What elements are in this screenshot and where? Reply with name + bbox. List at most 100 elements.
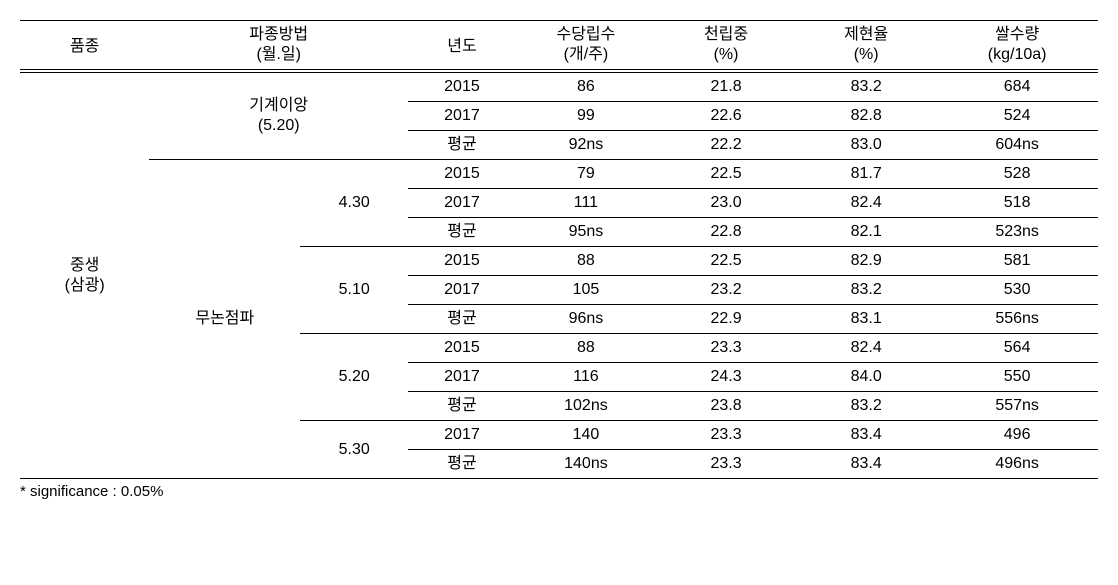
cell-value: 116 [516,363,656,392]
cell-value: 92ns [516,131,656,160]
method1-cell: 기계이앙 (5.20) [149,73,408,160]
cell-year: 2015 [408,73,516,102]
cell-value: 82.4 [796,334,936,363]
cell-value: 82.8 [796,102,936,131]
cell-year: 평균 [408,218,516,247]
cell-value: 22.5 [656,160,796,189]
cell-value: 22.8 [656,218,796,247]
method2-label: 무논점파 [195,310,254,327]
cell-value: 83.2 [796,392,936,421]
table-body: 중생 (삼광) 기계이앙 (5.20) 2015 86 21.8 83.2 68… [20,73,1098,479]
header-grains-line2: (개/주) [516,45,656,70]
cell-value: 84.0 [796,363,936,392]
cell-value: 83.1 [796,305,936,334]
cell-year: 2017 [408,276,516,305]
date-cell: 5.20 [300,334,408,421]
header-year: 년도 [408,21,516,70]
data-table: 품종 파종방법 년도 수당립수 천립중 제현율 쌀수량 (월.일) (개/주) … [20,20,1098,479]
header-tgw-line1: 천립중 [656,21,796,46]
variety-cell: 중생 (삼광) [20,73,149,479]
cell-value: 81.7 [796,160,936,189]
cell-value: 86 [516,73,656,102]
method2-cell: 무논점파 [149,160,300,479]
table-header: 품종 파종방법 년도 수당립수 천립중 제현율 쌀수량 (월.일) (개/주) … [20,21,1098,73]
cell-value: 102ns [516,392,656,421]
cell-value: 24.3 [656,363,796,392]
cell-year: 2015 [408,160,516,189]
cell-value: 581 [936,247,1098,276]
header-tgw-line2: (%) [656,45,796,70]
cell-value: 557ns [936,392,1098,421]
cell-value: 79 [516,160,656,189]
cell-year: 평균 [408,131,516,160]
cell-value: 530 [936,276,1098,305]
cell-value: 23.3 [656,450,796,479]
cell-value: 82.1 [796,218,936,247]
cell-year: 평균 [408,392,516,421]
cell-value: 550 [936,363,1098,392]
cell-year: 평균 [408,305,516,334]
cell-value: 88 [516,334,656,363]
cell-value: 82.4 [796,189,936,218]
cell-value: 21.8 [656,73,796,102]
header-brown-line1: 제현율 [796,21,936,46]
header-variety: 품종 [20,21,149,70]
header-grains-line1: 수당립수 [516,21,656,46]
cell-value: 22.9 [656,305,796,334]
cell-value: 83.2 [796,73,936,102]
cell-value: 496 [936,421,1098,450]
cell-value: 23.8 [656,392,796,421]
cell-value: 82.9 [796,247,936,276]
cell-value: 528 [936,160,1098,189]
cell-value: 22.2 [656,131,796,160]
cell-value: 564 [936,334,1098,363]
cell-year: 평균 [408,450,516,479]
header-method-line1: 파종방법 [149,21,408,46]
cell-value: 22.5 [656,247,796,276]
cell-value: 524 [936,102,1098,131]
method1-line2: (5.20) [258,117,300,134]
table-row: 무논점파 4.30 2015 79 22.5 81.7 528 [20,160,1098,189]
table-wrapper: 품종 파종방법 년도 수당립수 천립중 제현율 쌀수량 (월.일) (개/주) … [20,20,1098,500]
cell-value: 95ns [516,218,656,247]
cell-value: 23.0 [656,189,796,218]
header-yield-line1: 쌀수량 [936,21,1098,46]
cell-value: 23.3 [656,334,796,363]
cell-year: 2015 [408,247,516,276]
method1-line1: 기계이앙 [249,97,308,114]
variety-line2: (삼광) [65,277,105,294]
cell-value: 83.2 [796,276,936,305]
cell-value: 556ns [936,305,1098,334]
cell-year: 2017 [408,363,516,392]
cell-value: 140 [516,421,656,450]
header-yield-line2: (kg/10a) [936,45,1098,70]
cell-value: 83.4 [796,421,936,450]
cell-value: 684 [936,73,1098,102]
variety-line1: 중생 [70,257,99,274]
cell-value: 523ns [936,218,1098,247]
header-brown-line2: (%) [796,45,936,70]
date-cell: 5.10 [300,247,408,334]
table-row: 중생 (삼광) 기계이앙 (5.20) 2015 86 21.8 83.2 68… [20,73,1098,102]
cell-value: 88 [516,247,656,276]
cell-value: 83.4 [796,450,936,479]
footnote: * significance : 0.05% [20,479,1098,500]
cell-value: 496ns [936,450,1098,479]
cell-value: 604ns [936,131,1098,160]
cell-value: 140ns [516,450,656,479]
cell-value: 22.6 [656,102,796,131]
cell-value: 83.0 [796,131,936,160]
cell-value: 99 [516,102,656,131]
cell-value: 111 [516,189,656,218]
cell-value: 518 [936,189,1098,218]
cell-year: 2017 [408,102,516,131]
date-cell: 4.30 [300,160,408,247]
cell-value: 23.3 [656,421,796,450]
cell-year: 2015 [408,334,516,363]
cell-year: 2017 [408,421,516,450]
cell-value: 23.2 [656,276,796,305]
cell-value: 96ns [516,305,656,334]
cell-year: 2017 [408,189,516,218]
header-method-line2: (월.일) [149,45,408,70]
cell-value: 105 [516,276,656,305]
